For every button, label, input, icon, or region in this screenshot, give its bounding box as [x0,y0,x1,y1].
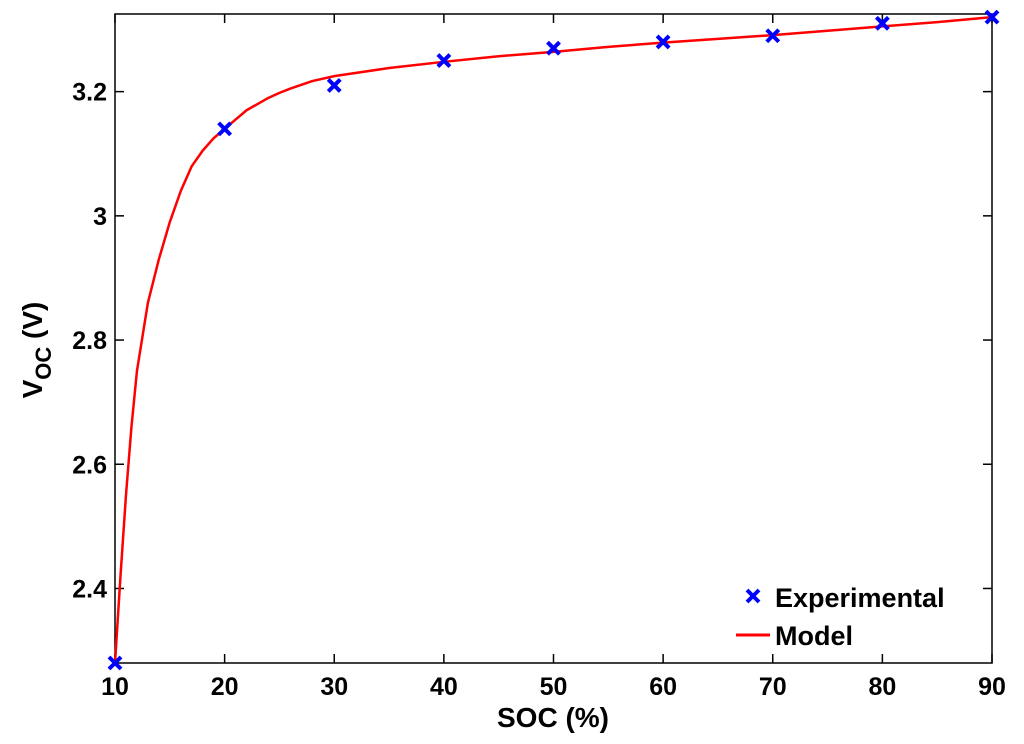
x-tick-label: 30 [320,673,348,701]
legend-label-experimental: Experimental [775,583,945,613]
x-tick-label: 70 [759,673,787,701]
experimental-point [984,9,1000,25]
x-axis-title: SOC (%) [497,702,609,733]
x-tick-label: 50 [540,673,568,701]
legend-label-model: Model [775,621,853,651]
experimental-point [546,40,561,56]
experimental-point [655,34,671,50]
legend-marker-experimental [745,588,761,604]
x-tick-label: 60 [649,673,677,701]
y-tick-label: 2.8 [72,327,107,355]
experimental-point [874,15,890,31]
legend: Experimental Model [736,583,945,651]
experimental-point [326,78,342,93]
legend-x-marker [745,588,761,604]
y-tick-label: 2.6 [72,451,107,479]
y-axis-ticks: 2.4 2.6 2.8 3 3.2 [72,79,992,603]
experimental-point [217,121,233,137]
series-layer [107,9,1000,671]
experimental-point [107,655,123,671]
x-tick-label: 40 [430,673,458,701]
experimental-point [765,28,781,44]
x-tick-label: 90 [978,673,1006,701]
model-line [113,15,993,664]
x-axis-ticks: 10 20 30 40 50 60 70 80 90 [101,14,1006,701]
x-tick-label: 80 [868,673,896,701]
y-axis-title-subscript: OC [31,347,56,380]
y-tick-label: 3.2 [72,79,107,107]
y-axis-title-main: V [17,379,48,398]
y-axis-title: VOC (V) [17,302,56,399]
experimental-point [436,53,452,68]
y-axis-title-unit: (V) [17,302,48,347]
y-tick-label: 3 [93,203,107,231]
x-tick-label: 10 [101,673,129,701]
y-tick-label: 2.4 [72,575,107,603]
x-tick-label: 20 [211,673,239,701]
